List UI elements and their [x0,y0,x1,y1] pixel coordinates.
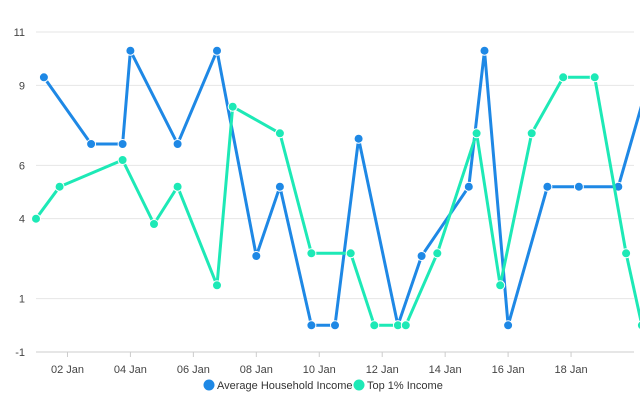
y-tick-label: 1 [19,294,25,306]
data-point[interactable] [495,280,506,291]
data-point[interactable] [479,45,490,56]
x-tick-label: 12 Jan [366,364,399,376]
data-point[interactable] [212,45,222,56]
grid [36,31,634,353]
data-point[interactable] [542,181,553,192]
data-point[interactable] [274,128,285,139]
data-point[interactable] [400,320,411,331]
data-point[interactable] [212,280,222,291]
data-point[interactable] [526,128,537,139]
x-tick-label: 18 Jan [555,364,588,376]
x-tick-label: 04 Jan [114,364,147,376]
data-point[interactable] [31,213,41,224]
data-point[interactable] [330,320,340,331]
data-point[interactable] [345,248,356,259]
data-point[interactable] [471,128,482,139]
y-tick-label: 6 [19,160,25,172]
series-1 [38,45,640,331]
x-tick-label: 14 Jan [429,364,462,376]
data-point[interactable] [416,251,427,261]
series-2 [31,72,640,331]
data-point[interactable] [86,139,97,149]
legend-marker [203,379,215,391]
data-point[interactable] [227,101,238,112]
data-point[interactable] [149,219,159,229]
y-tick-label: 4 [19,214,25,226]
legend-label: Top 1% Income [367,380,443,392]
data-point[interactable] [172,181,183,192]
data-point[interactable] [125,45,136,56]
legend-item[interactable]: Top 1% Income [353,379,443,393]
x-tick-label: 08 Jan [240,364,273,376]
data-point[interactable] [558,72,569,83]
data-point[interactable] [621,248,632,259]
series-line [34,75,640,327]
x-tick-label: 06 Jan [177,364,210,376]
series-line [42,49,640,327]
data-point[interactable] [172,139,183,149]
data-point[interactable] [117,139,128,149]
y-axis: -1 1 4 6 9 11 [14,27,25,359]
legend-item[interactable]: Average Household Income [203,379,353,393]
data-point[interactable] [274,181,285,192]
data-point[interactable] [54,181,65,192]
legend[interactable]: Average Household Income Top 1% Income [203,379,443,393]
legend-label: Average Household Income [217,380,353,392]
y-tick-label: 11 [14,27,25,39]
data-point[interactable] [432,248,443,259]
y-tick-label: 9 [19,80,25,92]
data-point[interactable] [306,320,317,331]
series-layer [31,45,640,331]
data-point[interactable] [573,181,584,192]
x-tick-label: 16 Jan [492,364,525,376]
data-point[interactable] [636,320,640,330]
y-tick-label: -1 [15,347,25,359]
x-tick-label: 02 Jan [51,364,84,376]
data-point[interactable] [38,72,49,83]
x-tick-label: 10 Jan [303,364,336,376]
data-point[interactable] [353,133,364,144]
data-point[interactable] [369,320,380,331]
data-point[interactable] [306,248,317,259]
x-axis: 02 Jan 04 Jan 06 Jan 08 Jan 10 Jan 12 Jan 14 J… [36,351,634,376]
data-point[interactable] [503,320,514,331]
data-point[interactable] [463,181,474,192]
data-point[interactable] [117,155,128,165]
data-point[interactable] [251,251,262,261]
data-point[interactable] [589,72,600,83]
legend-marker [353,379,365,391]
